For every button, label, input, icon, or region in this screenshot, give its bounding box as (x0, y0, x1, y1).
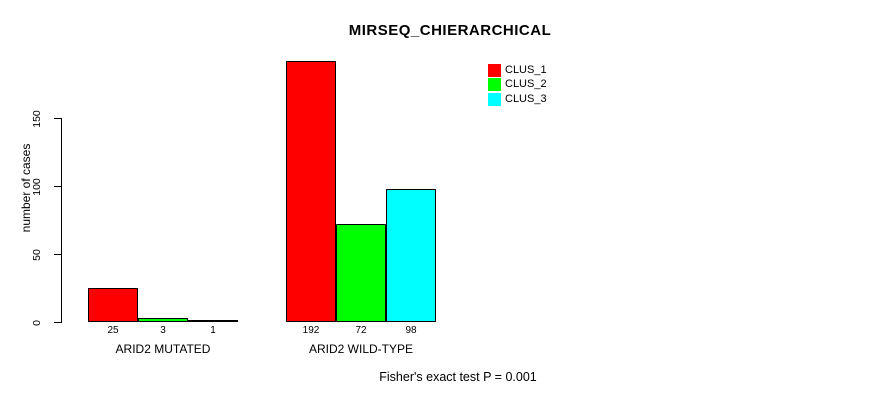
bar-clus-3-arid2-wild-type (386, 189, 436, 322)
bar-clus-2-arid2-mutated (138, 318, 188, 322)
y-axis-tick (54, 322, 62, 323)
legend: CLUS_1 CLUS_2 CLUS_3 (488, 63, 547, 107)
category-label-arid2-wild-type: ARID2 WILD-TYPE (308, 342, 413, 356)
legend-swatch-clus-2 (488, 78, 501, 92)
bar-clus-1-arid2-wild-type (286, 61, 336, 322)
legend-item-clus-3: CLUS_3 (488, 92, 547, 107)
annotation-text: Fisher's exact test P = 0.001 (379, 370, 537, 384)
bar-value-label: 1 (210, 325, 216, 336)
legend-swatch-clus-1 (488, 63, 501, 77)
y-axis-tick (54, 118, 62, 119)
y-axis-tick-label: 150 (30, 109, 43, 128)
legend-label: CLUS_1 (505, 63, 547, 76)
y-axis-tick-label: 100 (30, 177, 43, 196)
chart-title: MIRSEQ_CHIERARCHICAL (348, 22, 552, 39)
bar-clus-2-arid2-wild-type (336, 224, 386, 322)
category-label-arid2-mutated: ARID2 MUTATED (115, 342, 211, 356)
bar-value-label: 3 (160, 325, 166, 336)
bar-clus-3-arid2-mutated (188, 320, 238, 322)
legend-item-clus-2: CLUS_2 (488, 78, 547, 93)
y-axis-tick (54, 254, 62, 255)
legend-swatch-clus-3 (488, 92, 501, 106)
y-axis-tick-label: 0 (30, 319, 43, 326)
y-axis-tick (54, 186, 62, 187)
bar-value-label: 25 (107, 325, 119, 336)
bar-value-label: 192 (302, 325, 320, 336)
y-axis-line (61, 118, 62, 323)
bar-value-label: 98 (405, 325, 417, 336)
legend-label: CLUS_3 (505, 92, 547, 105)
bar-value-label: 72 (355, 325, 367, 336)
y-axis-tick-label: 50 (30, 248, 43, 261)
bar-clus-1-arid2-mutated (88, 288, 138, 322)
legend-label: CLUS_2 (505, 78, 547, 91)
legend-item-clus-1: CLUS_1 (488, 63, 547, 78)
